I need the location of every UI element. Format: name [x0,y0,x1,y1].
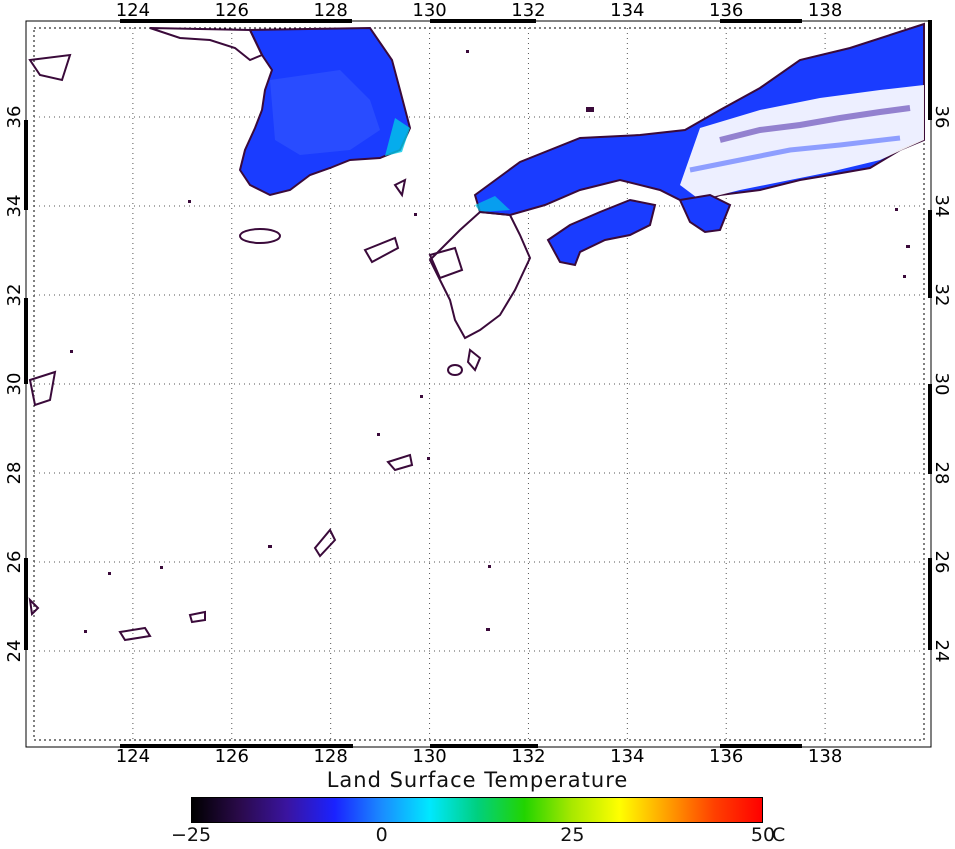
lat-tick-label-left: 32 [4,284,25,307]
tick-labels: 124 124 126 126 128 128 130 130 132 132 134 134 136 1… [4,0,952,767]
lon-tick-label-top: 130 [412,0,446,21]
lat-tick-label-right: 24 [931,640,952,663]
scattered-islets [70,50,910,633]
lon-tick-label-top: 134 [610,0,644,21]
colorbar-unit: C [772,824,786,846]
colorbar [191,797,763,823]
lon-tick-label-top: 136 [709,0,743,21]
lon-tick-label-top: 126 [215,0,249,21]
lat-tick-label-right: 30 [931,373,952,396]
lon-tick-label-top: 138 [808,0,842,21]
kyushu-outline [428,210,532,340]
lat-tick-label-left: 36 [4,106,25,129]
ryukyu-islands [118,178,482,642]
lat-tick-label-right: 36 [931,106,952,129]
colorbar-tick-label: 0 [375,824,388,846]
honshu-landmass [473,22,925,217]
map-frame-inner [33,27,925,741]
lat-tick-label-right: 34 [931,195,952,218]
lon-tick-label-bottom: 132 [511,746,545,767]
axis-bars [24,19,932,748]
lat-tick-label-left: 30 [4,373,25,396]
shikoku-landmass [546,198,657,267]
lon-tick-label-top: 124 [116,0,150,21]
lon-tick-label-bottom: 136 [709,746,743,767]
lat-tick-label-left: 26 [4,551,25,574]
lat-tick-label-left: 34 [4,195,25,218]
lon-tick-label-bottom: 128 [313,746,347,767]
korea-landmass [149,26,412,197]
lon-tick-label-bottom: 130 [412,746,446,767]
lon-tick-label-bottom: 138 [808,746,842,767]
lon-tick-label-top: 128 [313,0,347,21]
colorbar-tick-label: −25 [170,824,212,846]
lon-tick-label-top: 132 [511,0,545,21]
lon-tick-label-bottom: 126 [215,746,249,767]
lon-tick-label-bottom: 134 [610,746,644,767]
lat-tick-label-left: 24 [4,640,25,663]
legend-title: Land Surface Temperature [326,768,629,792]
lat-tick-label-right: 32 [931,284,952,307]
lat-tick-label-left: 28 [4,462,25,485]
west-coast-fragments [28,53,72,617]
colorbar-tick-label: 50 [750,824,776,846]
lat-tick-label-right: 28 [931,462,952,485]
lon-tick-label-bottom: 124 [116,746,150,767]
kii-peninsula [678,193,732,234]
lat-tick-label-right: 26 [931,551,952,574]
colorbar-tick-label: 25 [560,824,585,846]
jeju-island [239,228,281,244]
